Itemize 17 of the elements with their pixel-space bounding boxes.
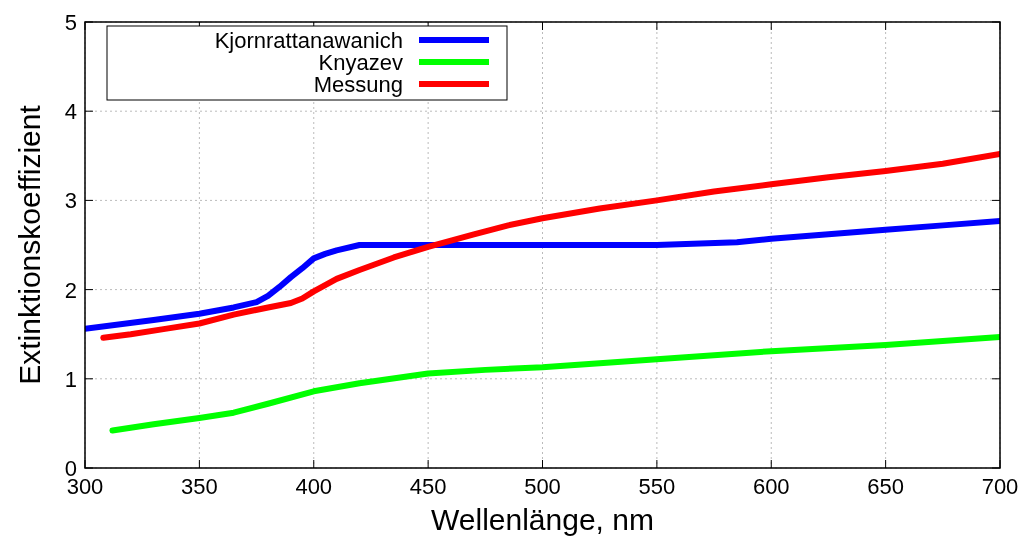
x-axis-title: Wellenlänge, nm	[431, 503, 654, 536]
y-axis-title: Extinktionskoeffizient	[13, 104, 46, 385]
legend-label: Knyazev	[318, 50, 403, 75]
y-tick-label: 2	[64, 277, 77, 303]
x-tick-label: 700	[981, 474, 1019, 499]
x-tick-label: 500	[524, 474, 561, 499]
y-tick-label: 3	[64, 188, 77, 214]
y-tick-label: 5	[64, 10, 77, 35]
y-tick-label: 4	[64, 99, 77, 125]
x-tick-label: 550	[638, 474, 676, 499]
y-tick-label: 1	[64, 366, 77, 392]
x-tick-label: 450	[409, 474, 447, 499]
legend-label: Kjornrattanawanich	[214, 28, 403, 53]
x-tick-label: 350	[181, 474, 218, 499]
x-tick-label: 400	[295, 474, 333, 499]
x-tick-label: 650	[867, 474, 904, 499]
x-tick-label: 600	[752, 474, 790, 499]
